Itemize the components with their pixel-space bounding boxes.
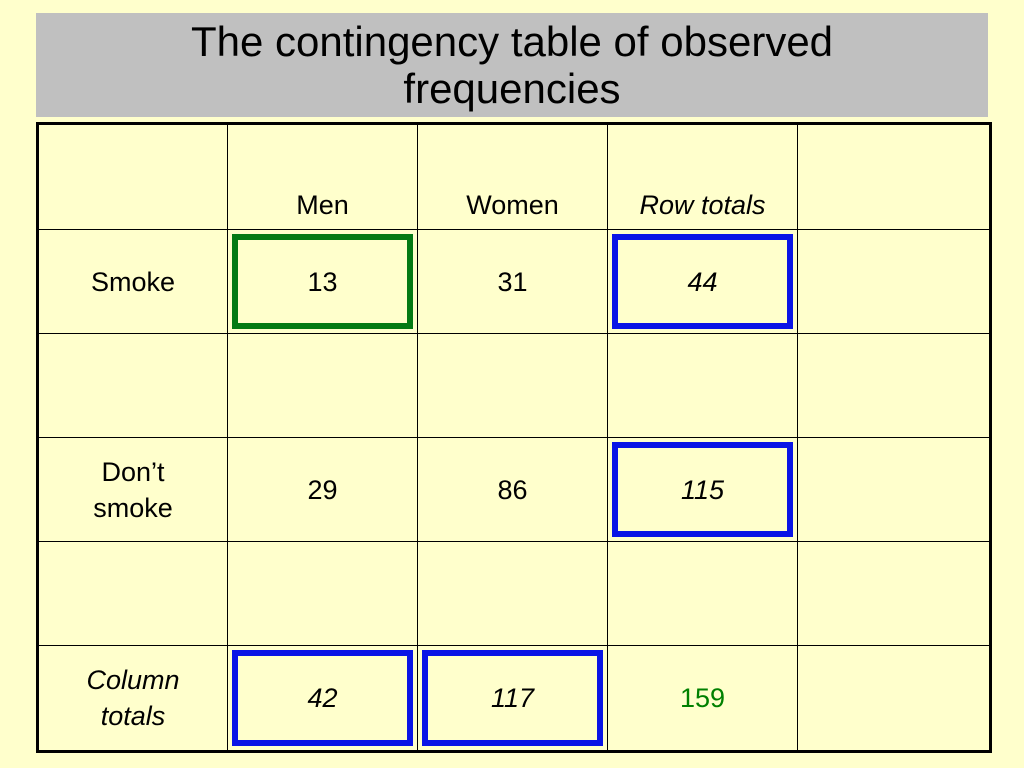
value-smoke-women: 31 [417, 229, 608, 334]
cell-smoke-total: 44 [607, 229, 798, 334]
blue-highlight-box: 44 [612, 234, 793, 329]
empty-cell [607, 541, 798, 646]
cell-smoke-men: 13 [227, 229, 418, 334]
row-label-column-totals: Column totals [37, 645, 228, 752]
cell-total-women: 117 [417, 645, 608, 752]
blue-highlight-box: 115 [612, 442, 793, 537]
contingency-table: Men Women Row totals Smoke 13 31 44 Don’… [36, 122, 992, 753]
value-smoke-total: 44 [687, 266, 718, 297]
spacer-row [37, 333, 991, 438]
slide-title: The contingency table of observed freque… [36, 13, 988, 117]
value-smoke-men: 13 [307, 266, 338, 297]
empty-cell [797, 645, 991, 752]
value-dont-smoke-men: 29 [227, 437, 418, 542]
empty-cell [797, 229, 991, 334]
empty-cell [417, 541, 608, 646]
empty-cell [37, 333, 228, 438]
table-row-dont-smoke: Don’t smoke 29 86 115 [37, 437, 991, 542]
empty-cell [797, 333, 991, 438]
header-men: Men [227, 123, 418, 230]
value-grand-total: 159 [607, 645, 798, 752]
empty-cell [227, 541, 418, 646]
row-label-dont-smoke-line-1: Don’t [101, 456, 165, 487]
row-label-smoke: Smoke [37, 229, 228, 334]
row-label-dont-smoke: Don’t smoke [37, 437, 228, 542]
spacer-row [37, 541, 991, 646]
value-total-women: 117 [490, 683, 535, 713]
cell-dont-smoke-total: 115 [607, 437, 798, 542]
empty-cell [417, 333, 608, 438]
row-label-column-totals-line-2: totals [100, 701, 166, 731]
green-highlight-box: 13 [232, 234, 413, 329]
header-row-totals: Row totals [607, 123, 798, 230]
header-empty [797, 123, 991, 230]
empty-cell [227, 333, 418, 438]
value-dont-smoke-women: 86 [417, 437, 608, 542]
cell-total-men: 42 [227, 645, 418, 752]
empty-cell [797, 541, 991, 646]
header-women: Women [417, 123, 608, 230]
corner-cell [37, 123, 228, 230]
table-row-column-totals: Column totals 42 117 159 [37, 645, 991, 752]
slide-title-line-2: frequencies [403, 65, 621, 112]
empty-cell [797, 437, 991, 542]
value-dont-smoke-total: 115 [680, 474, 725, 505]
header-row: Men Women Row totals [37, 123, 991, 230]
blue-highlight-box: 42 [232, 650, 413, 746]
slide-title-line-1: The contingency table of observed [190, 18, 834, 65]
empty-cell [607, 333, 798, 438]
row-label-dont-smoke-line-2: smoke [93, 492, 173, 523]
row-label-column-totals-line-1: Column [86, 665, 180, 695]
blue-highlight-box: 117 [422, 650, 603, 746]
table-row-smoke: Smoke 13 31 44 [37, 229, 991, 334]
value-total-men: 42 [307, 683, 338, 713]
empty-cell [37, 541, 228, 646]
